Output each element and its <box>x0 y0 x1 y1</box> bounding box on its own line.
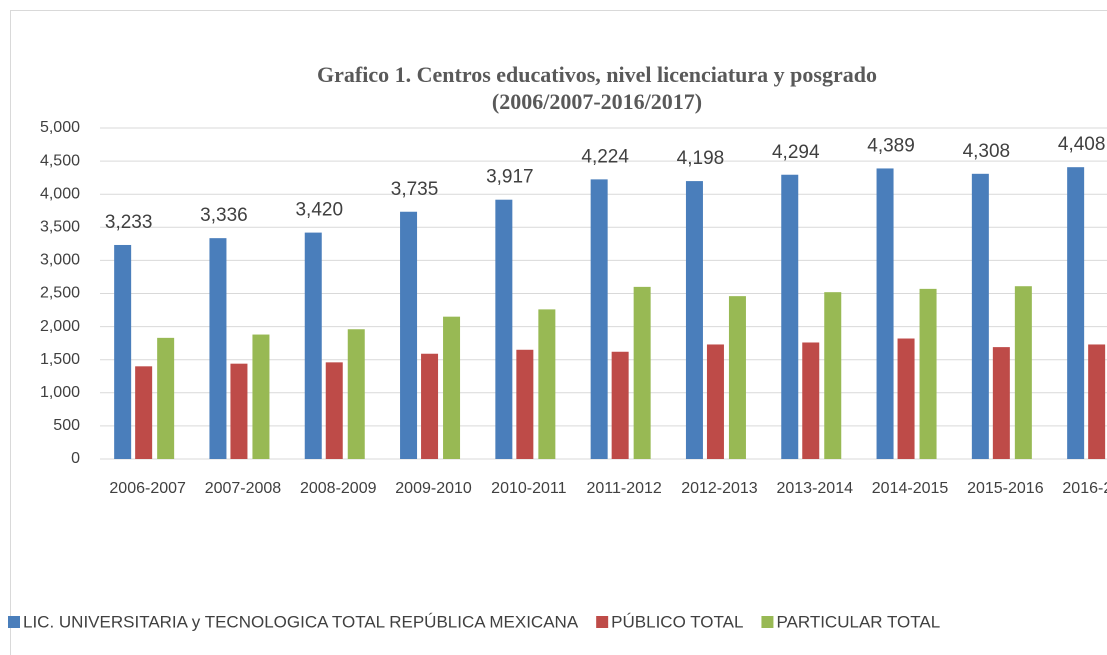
bar <box>728 296 746 459</box>
bar <box>1067 167 1085 459</box>
data-label: 3,735 <box>391 179 439 200</box>
x-tick-label: 2008-2009 <box>300 480 377 497</box>
bar <box>897 338 915 459</box>
legend-swatch <box>596 616 609 628</box>
bar <box>824 292 842 459</box>
bar <box>1014 286 1032 459</box>
legend-label: PÚBLICO TOTAL <box>611 612 743 631</box>
bar <box>706 344 724 459</box>
y-tick-label: 4,000 <box>40 185 80 202</box>
bar <box>538 309 556 459</box>
data-label: 4,198 <box>677 148 725 169</box>
x-tick-label: 2016-2017 <box>1062 480 1107 497</box>
y-tick-label: 2,500 <box>40 285 80 302</box>
bar <box>633 286 651 459</box>
x-tick-label: 2015-2016 <box>967 480 1044 497</box>
bar <box>400 211 418 459</box>
bar <box>516 349 534 459</box>
bar <box>611 351 629 459</box>
bar <box>114 244 132 459</box>
y-tick-label: 3,000 <box>40 252 80 269</box>
data-label: 4,308 <box>963 141 1011 162</box>
y-tick-label: 1,500 <box>40 351 80 368</box>
x-tick-label: 2014-2015 <box>872 480 949 497</box>
bar <box>209 238 227 459</box>
x-tick-label: 2006-2007 <box>109 480 186 497</box>
bar <box>1088 344 1106 459</box>
bar <box>230 363 248 459</box>
legend-label: PARTICULAR TOTAL <box>776 612 940 631</box>
chart-border <box>10 10 1107 655</box>
chart-subtitle: (2006/2007-2016/2017) <box>492 89 702 114</box>
x-tick-label: 2011-2012 <box>586 480 661 497</box>
y-tick-label: 4,500 <box>40 152 80 169</box>
bar <box>157 337 175 459</box>
legend-swatch <box>8 616 20 628</box>
x-tick-label: 2010-2011 <box>491 480 566 497</box>
data-label: 3,336 <box>200 205 248 226</box>
data-label: 4,294 <box>772 142 820 163</box>
data-label: 4,224 <box>581 146 629 167</box>
bar <box>135 366 153 459</box>
bar <box>781 174 799 460</box>
y-tick-label: 3,500 <box>40 219 80 236</box>
bar <box>685 181 703 459</box>
legend-label: LIC. UNIVERSITARIA y TECNOLOGICA TOTAL R… <box>23 612 579 631</box>
data-label: 4,389 <box>867 135 915 156</box>
chart-title: Grafico 1. Centros educativos, nivel lic… <box>317 62 877 87</box>
bar <box>495 199 513 460</box>
x-tick-label: 2009-2010 <box>395 480 472 497</box>
y-tick-label: 2,000 <box>40 318 80 335</box>
bar <box>325 362 343 459</box>
bar <box>421 353 439 459</box>
data-label: 4,408 <box>1058 134 1106 155</box>
y-tick-label: 5,000 <box>40 119 80 136</box>
legend-swatch <box>761 616 774 628</box>
x-tick-label: 2012-2013 <box>681 480 758 497</box>
y-tick-label: 0 <box>71 450 80 467</box>
bar <box>992 347 1010 459</box>
bar <box>252 334 270 459</box>
bar <box>802 342 820 459</box>
bar <box>876 168 894 460</box>
y-tick-label: 1,000 <box>40 384 80 401</box>
y-tick-label: 500 <box>53 417 80 434</box>
bar <box>971 173 989 459</box>
data-label: 3,233 <box>105 212 153 233</box>
data-label: 3,917 <box>486 167 534 188</box>
bar <box>304 232 322 459</box>
bar <box>347 329 365 459</box>
x-tick-label: 2007-2008 <box>205 480 282 497</box>
bar <box>919 288 937 459</box>
bar <box>443 316 461 459</box>
x-tick-label: 2013-2014 <box>776 480 853 497</box>
bar <box>590 179 608 459</box>
data-label: 3,420 <box>295 200 343 221</box>
